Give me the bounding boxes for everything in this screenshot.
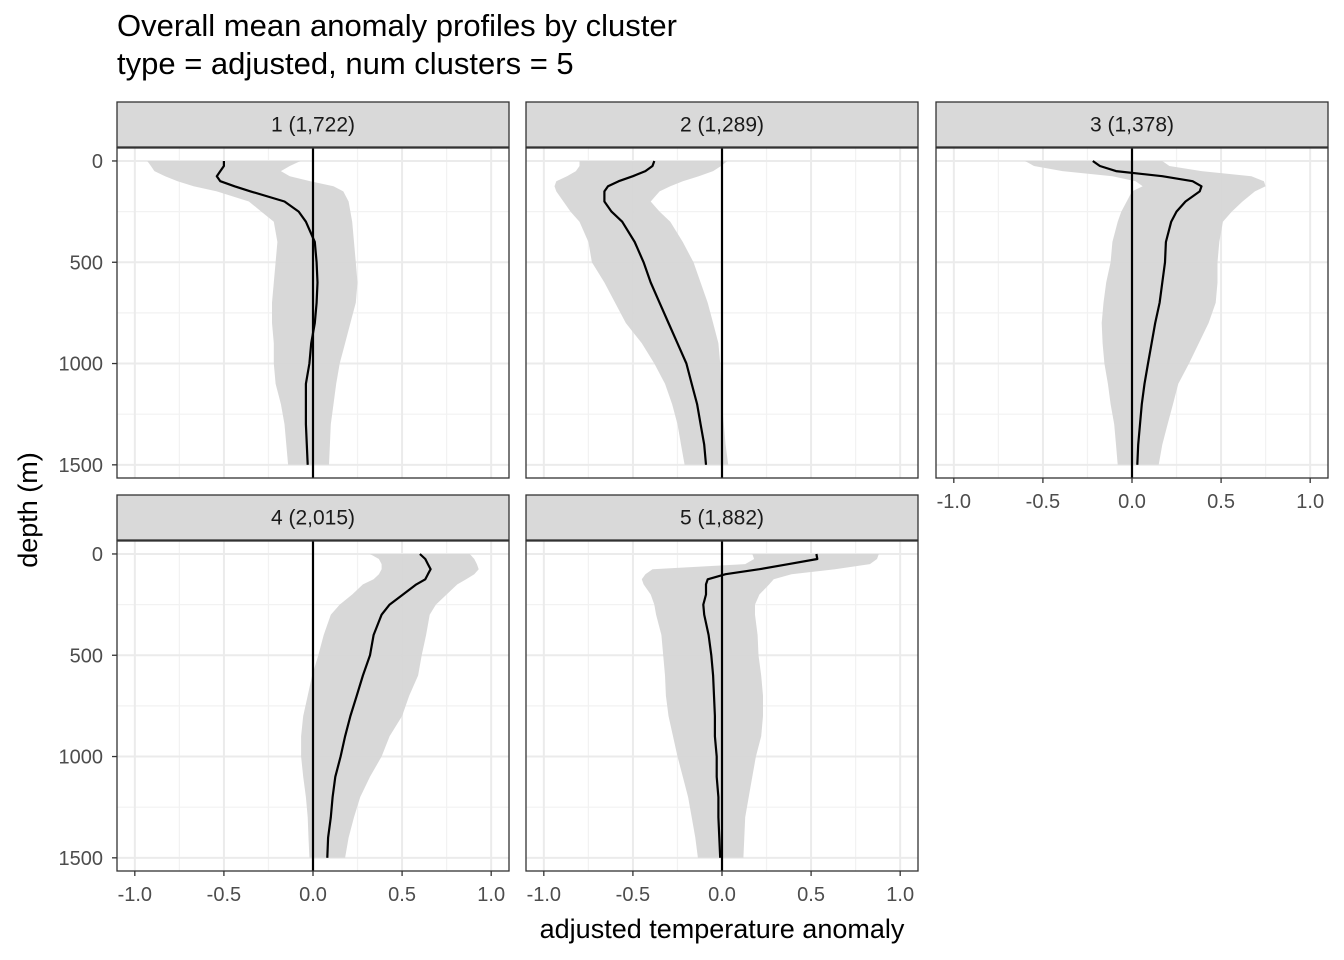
confidence-ribbon (641, 554, 879, 858)
facet-strip-label: 3 (1,378) (1090, 114, 1174, 137)
facet-panel-4: 4 (2,015) -1.0 -0.5 0.0 0.5 1.0 0 500 1000 1500 (59, 494, 510, 906)
chart-title: Overall mean anomaly profiles by cluster (117, 8, 677, 43)
x-tick-label: 1.0 (1296, 491, 1324, 513)
panel-border (525, 147, 919, 479)
facet-strip (116, 494, 510, 541)
x-axis-title: adjusted temperature anomaly (540, 914, 905, 944)
mean-profile-line (702, 553, 819, 858)
confidence-ribbon (1025, 161, 1266, 465)
facet-strip-label: 1 (1,722) (271, 114, 355, 137)
x-tick-label: 0.5 (797, 884, 825, 906)
x-tick-label: 0.0 (708, 884, 736, 906)
x-tick-label: 0.5 (388, 884, 416, 906)
x-tick-label: 0.0 (1118, 491, 1146, 513)
x-tick-label: 1.0 (886, 884, 914, 906)
y-tick-label: 0 (92, 544, 103, 566)
y-tick-label: 500 (70, 252, 103, 274)
facet-strip (116, 101, 510, 148)
x-tick-label: -0.5 (1026, 491, 1060, 513)
facet-strip-label: 4 (2,015) (271, 507, 355, 530)
facet-strip (525, 101, 919, 148)
mean-profile-line (326, 553, 432, 858)
facet-strip (935, 101, 1329, 148)
y-tick-label: 1500 (59, 455, 104, 477)
y-axis-title: depth (m) (13, 452, 43, 568)
x-tick-label: -0.5 (616, 884, 650, 906)
y-tick-label: 500 (70, 645, 103, 667)
y-tick-label: 1000 (59, 354, 104, 376)
x-tick-label: -1.0 (118, 884, 152, 906)
mean-profile-line (603, 160, 708, 465)
mean-profile-line (215, 161, 319, 465)
confidence-ribbon (301, 554, 479, 858)
chart-subtitle: type = adjusted, num clusters = 5 (117, 46, 574, 81)
x-tick-label: -1.0 (527, 884, 561, 906)
x-tick-label: -0.5 (207, 884, 241, 906)
y-tick-label: 1000 (59, 747, 104, 769)
facet-strip-label: 5 (1,882) (680, 507, 764, 530)
facet-panel-3: 3 (1,378) -1.0 -0.5 0.0 0.5 1.0 (935, 101, 1329, 513)
confidence-ribbon (554, 161, 729, 465)
x-tick-label: 0.5 (1207, 491, 1235, 513)
x-tick-label: -1.0 (937, 491, 971, 513)
mean-profile-line (1092, 160, 1203, 465)
facet-panel-1: 1 (1,722) 0 500 1000 1500 (59, 101, 510, 479)
facet-strip-label: 2 (1,289) (680, 114, 764, 137)
y-tick-label: 1500 (59, 848, 104, 870)
facet-panel-2: 2 (1,289) (525, 101, 919, 479)
x-tick-label: 0.0 (299, 884, 327, 906)
panel-border (116, 147, 510, 479)
facet-panel-5: 5 (1,882) -1.0 -0.5 0.0 0.5 1.0 (525, 494, 919, 906)
y-tick-label: 0 (92, 151, 103, 173)
facet-strip (525, 494, 919, 541)
x-tick-label: 1.0 (477, 884, 505, 906)
